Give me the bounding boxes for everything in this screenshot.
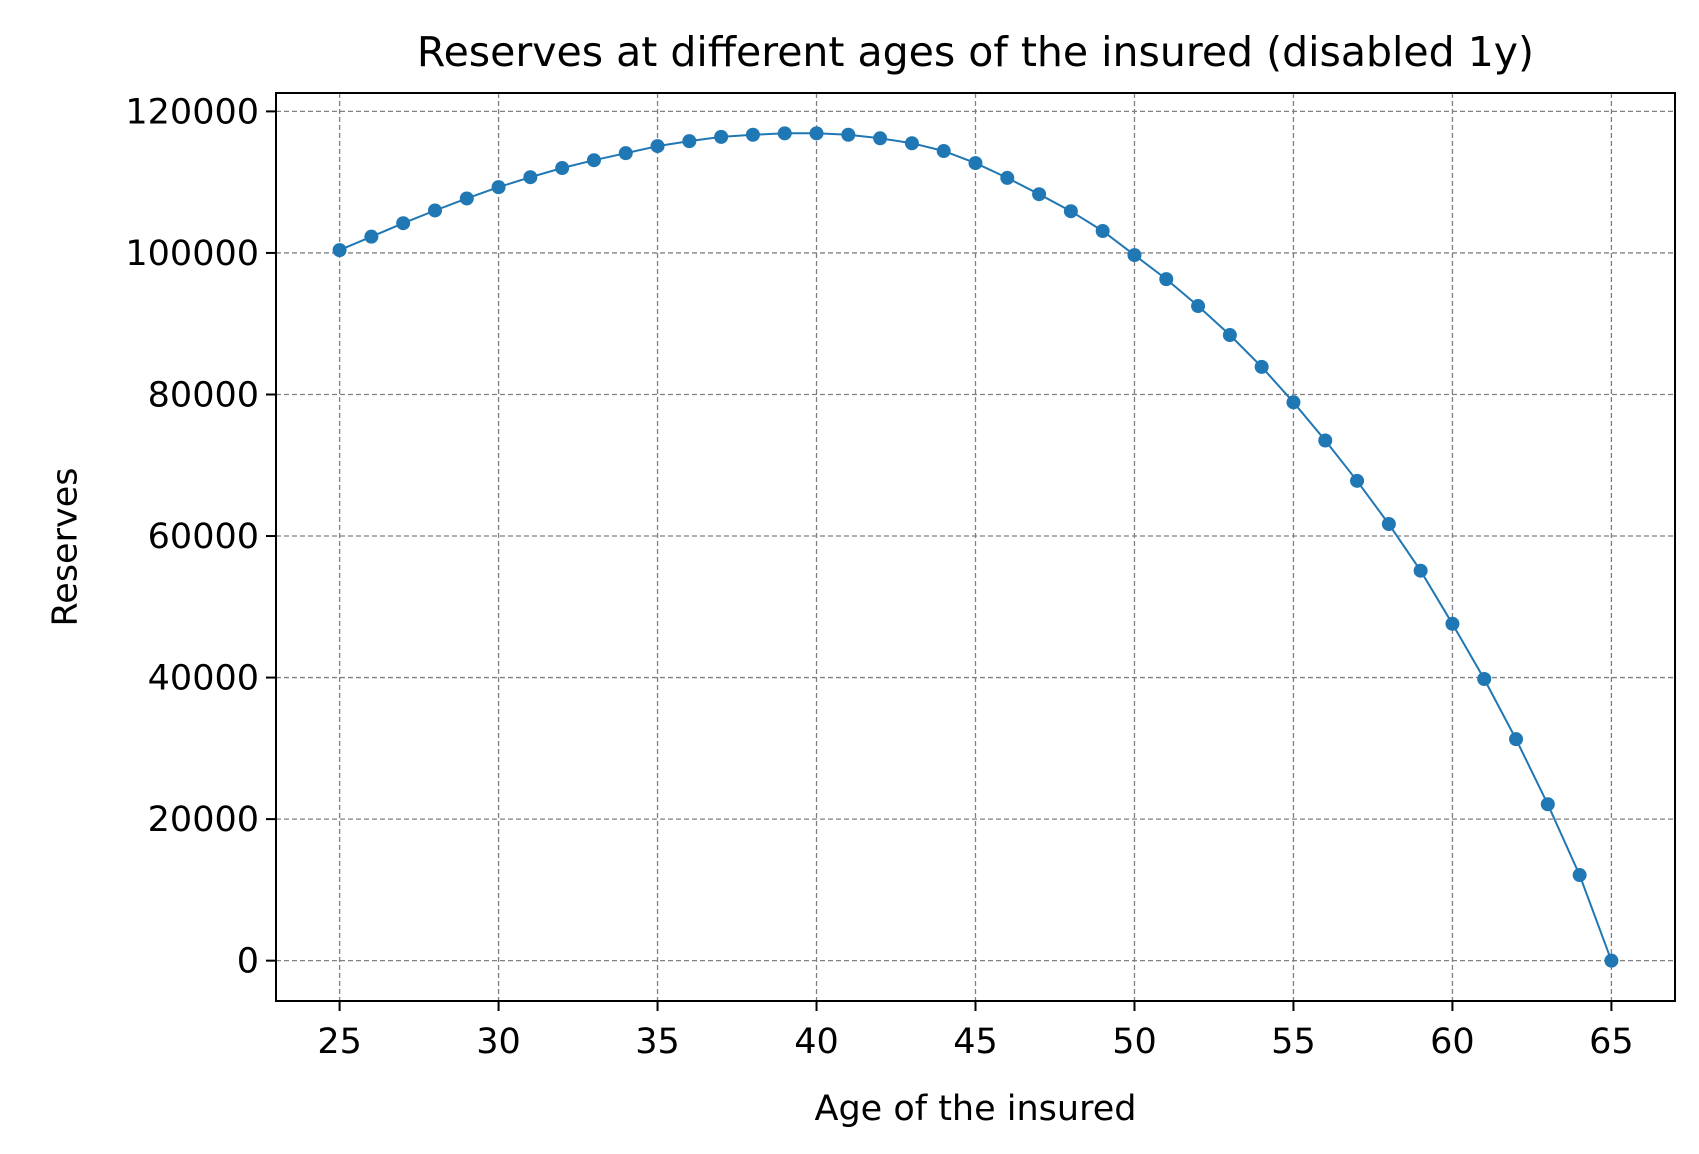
data-point <box>618 146 633 161</box>
data-point <box>555 161 570 176</box>
data-point <box>332 243 347 258</box>
data-point <box>1000 170 1015 185</box>
data-point <box>523 170 538 185</box>
data-point <box>1127 248 1142 263</box>
y-tick-label: 60000 <box>148 517 259 557</box>
data-point <box>364 229 379 244</box>
y-tick-label: 40000 <box>148 659 259 699</box>
x-tick-label: 30 <box>476 1022 521 1062</box>
data-point <box>1032 187 1047 202</box>
data-point <box>777 126 792 141</box>
data-point <box>714 129 729 144</box>
data-point <box>491 180 506 195</box>
x-tick-label: 65 <box>1589 1022 1634 1062</box>
y-axis-label: Reserves <box>45 468 85 627</box>
x-tick-label: 25 <box>317 1022 362 1062</box>
data-point <box>968 156 983 171</box>
y-tick-label: 120000 <box>125 92 259 132</box>
data-point <box>586 153 601 168</box>
data-point <box>936 144 951 159</box>
data-point <box>1063 204 1078 219</box>
axis-ticks: 25 30 35 40 45 50 55 60 65 0 20000 40000 60000 80000 1… <box>125 92 1633 1062</box>
y-tick-label: 20000 <box>148 800 259 840</box>
x-tick-label: 45 <box>953 1022 998 1062</box>
data-point <box>745 127 760 142</box>
x-tick-label: 60 <box>1430 1022 1475 1062</box>
data-point <box>396 216 411 231</box>
data-point <box>1286 395 1301 410</box>
data-point <box>1318 433 1333 448</box>
data-point <box>809 126 824 141</box>
data-point <box>904 136 919 151</box>
data-point <box>459 191 474 206</box>
y-tick-label: 80000 <box>148 375 259 415</box>
data-point <box>1381 516 1396 531</box>
data-point <box>1572 868 1587 883</box>
data-point <box>682 134 697 149</box>
y-tick-label: 0 <box>237 942 259 982</box>
data-point <box>1159 272 1174 287</box>
x-tick-label: 50 <box>1112 1022 1157 1062</box>
data-point <box>1540 797 1555 812</box>
x-axis-label: Age of the insured <box>815 1089 1137 1129</box>
data-point <box>1095 224 1110 239</box>
data-point <box>1350 473 1365 488</box>
series-reserves <box>332 126 1619 968</box>
data-point <box>650 139 665 154</box>
data-point <box>1509 732 1524 747</box>
grid <box>276 93 1675 1001</box>
data-point <box>1191 299 1206 314</box>
data-point <box>1254 359 1269 374</box>
data-point <box>1604 953 1619 968</box>
data-point <box>1413 563 1428 578</box>
x-tick-label: 35 <box>635 1022 680 1062</box>
data-point <box>1477 671 1492 686</box>
data-point <box>873 131 888 146</box>
chart-title: Reserves at different ages of the insure… <box>417 28 1534 76</box>
data-point <box>427 203 442 218</box>
x-tick-label: 55 <box>1271 1022 1316 1062</box>
data-point <box>841 127 856 142</box>
data-point <box>1445 616 1460 631</box>
y-tick-label: 100000 <box>125 234 259 274</box>
data-point <box>1222 328 1237 343</box>
x-tick-label: 40 <box>794 1022 839 1062</box>
